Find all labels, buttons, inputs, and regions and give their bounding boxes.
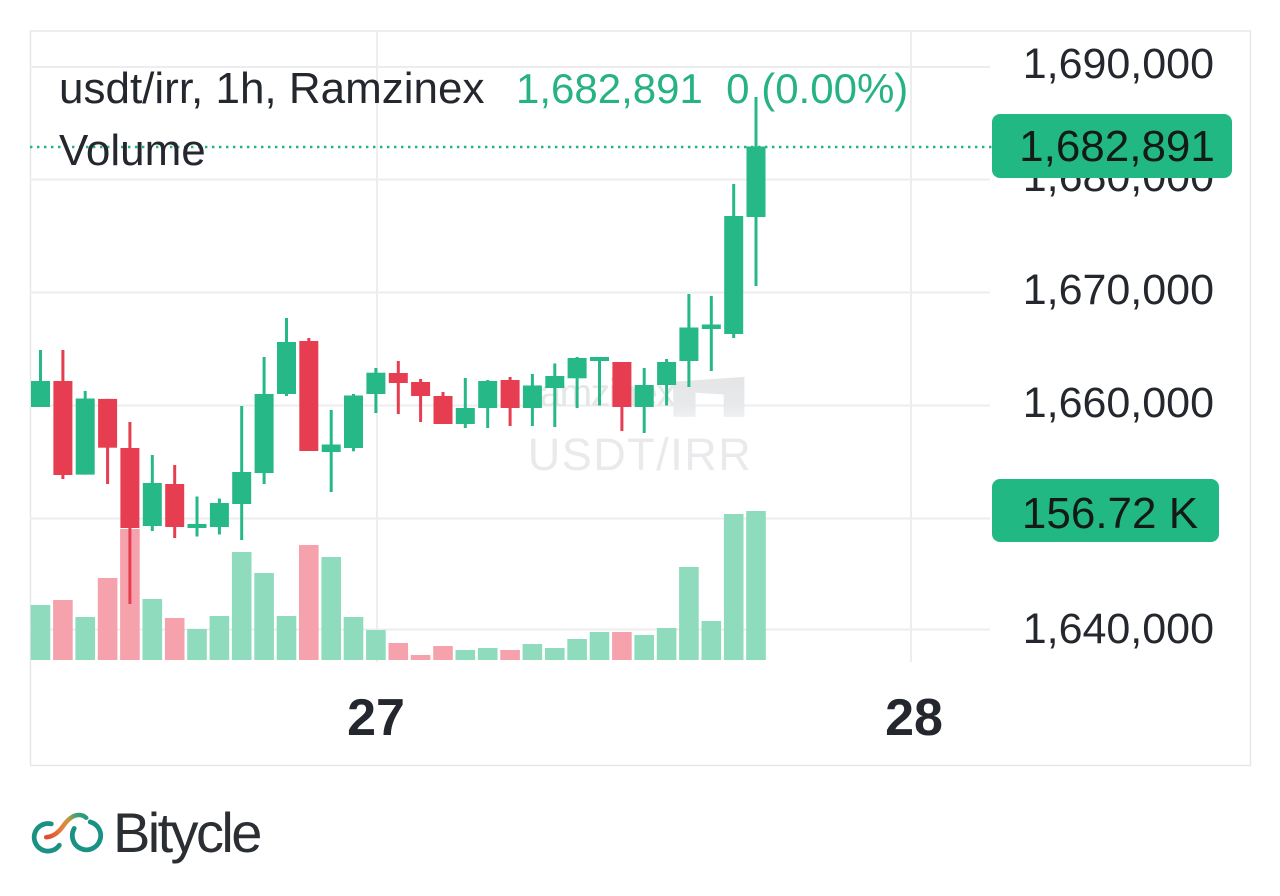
svg-text:28: 28 xyxy=(885,689,943,747)
svg-text:1,640,000: 1,640,000 xyxy=(1023,605,1214,653)
svg-text:1,660,000: 1,660,000 xyxy=(1023,379,1214,427)
svg-text:27: 27 xyxy=(347,689,405,747)
svg-text:156.72 K: 156.72 K xyxy=(1022,489,1198,538)
svg-text:usdt/irr, 1h, Ramzinex: usdt/irr, 1h, Ramzinex xyxy=(59,64,485,113)
svg-text:Bitycle: Bitycle xyxy=(113,801,260,864)
svg-text:1,682,891 0 (0.00%): 1,682,891 0 (0.00%) xyxy=(516,65,908,112)
svg-text:1,670,000: 1,670,000 xyxy=(1023,266,1214,314)
svg-text:1,682,891: 1,682,891 xyxy=(1019,122,1215,171)
svg-text:Volume: Volume xyxy=(59,126,206,175)
svg-text:USDT/IRR: USDT/IRR xyxy=(528,429,753,480)
svg-text:1,690,000: 1,690,000 xyxy=(1023,40,1214,88)
